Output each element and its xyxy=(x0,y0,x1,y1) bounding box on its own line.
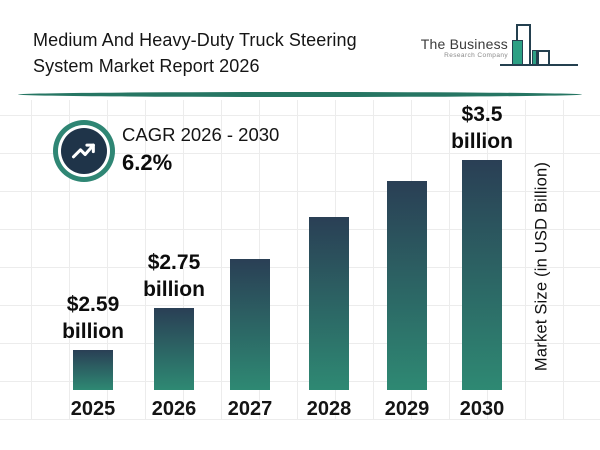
bar-value-label: $3.5 billion xyxy=(451,101,513,155)
bar-value-unit: billion xyxy=(451,130,513,153)
trend-up-icon xyxy=(61,128,107,174)
cagr-value: 6.2% xyxy=(122,150,173,175)
bar-rect-2025 xyxy=(73,350,113,390)
bar-group-2025: $2.59 billion 2025 xyxy=(33,291,153,420)
company-logo-text: The Business Research Company xyxy=(416,37,508,60)
bar-value-unit: billion xyxy=(62,320,124,343)
bar-value-amount: $2.59 xyxy=(66,293,120,316)
bar-value-label: $2.59 billion xyxy=(62,291,124,345)
cagr-label: CAGR 2026 - 2030 xyxy=(122,124,280,145)
bar-rect-2029 xyxy=(387,181,427,390)
header-divider xyxy=(18,92,582,97)
logo-baseline xyxy=(500,64,578,66)
bar-group-2027: 2027 xyxy=(190,254,310,420)
x-tick-2025: 2025 xyxy=(70,398,116,420)
logo-teal-bar xyxy=(512,40,523,66)
bar-group-2026: $2.75 billion 2026 xyxy=(114,249,234,420)
bar-rect-2026 xyxy=(154,308,194,390)
page-title-line1: Medium And Heavy-Duty Truck Steering xyxy=(33,30,357,50)
company-subname: Research Company xyxy=(444,52,508,59)
page-title: Medium And Heavy-Duty Truck Steering Sys… xyxy=(33,27,357,79)
cagr-badge-ring-gap xyxy=(58,125,110,177)
bar-group-2028: 2028 xyxy=(269,212,389,420)
x-tick-2026: 2026 xyxy=(151,398,197,420)
page-title-line2: System Market Report 2026 xyxy=(33,56,260,76)
bar-value-label: $2.75 billion xyxy=(143,249,205,303)
bar-rect-2027 xyxy=(230,259,270,390)
bar-value-amount: $3.5 xyxy=(461,103,503,126)
x-tick-2029: 2029 xyxy=(384,398,430,420)
cagr-badge xyxy=(53,120,115,182)
cagr-text-block: CAGR 2026 - 2030 6.2% xyxy=(122,124,279,176)
y-axis-label: Market Size (in USD Billion) xyxy=(532,161,551,372)
bar-chart-logo-icon xyxy=(499,14,581,69)
bar-rect-2028 xyxy=(309,217,349,390)
bar-group-2029: 2029 xyxy=(347,176,467,420)
x-tick-2030: 2030 xyxy=(459,398,505,420)
x-tick-2028: 2028 xyxy=(306,398,352,420)
bar-group-2030: $3.5 billion 2030 xyxy=(422,101,542,420)
bar-rect-2030 xyxy=(462,160,502,390)
x-tick-2027: 2027 xyxy=(227,398,273,420)
company-name: The Business xyxy=(420,36,508,52)
bar-value-amount: $2.75 xyxy=(147,251,201,274)
bar-value-unit: billion xyxy=(143,278,205,301)
